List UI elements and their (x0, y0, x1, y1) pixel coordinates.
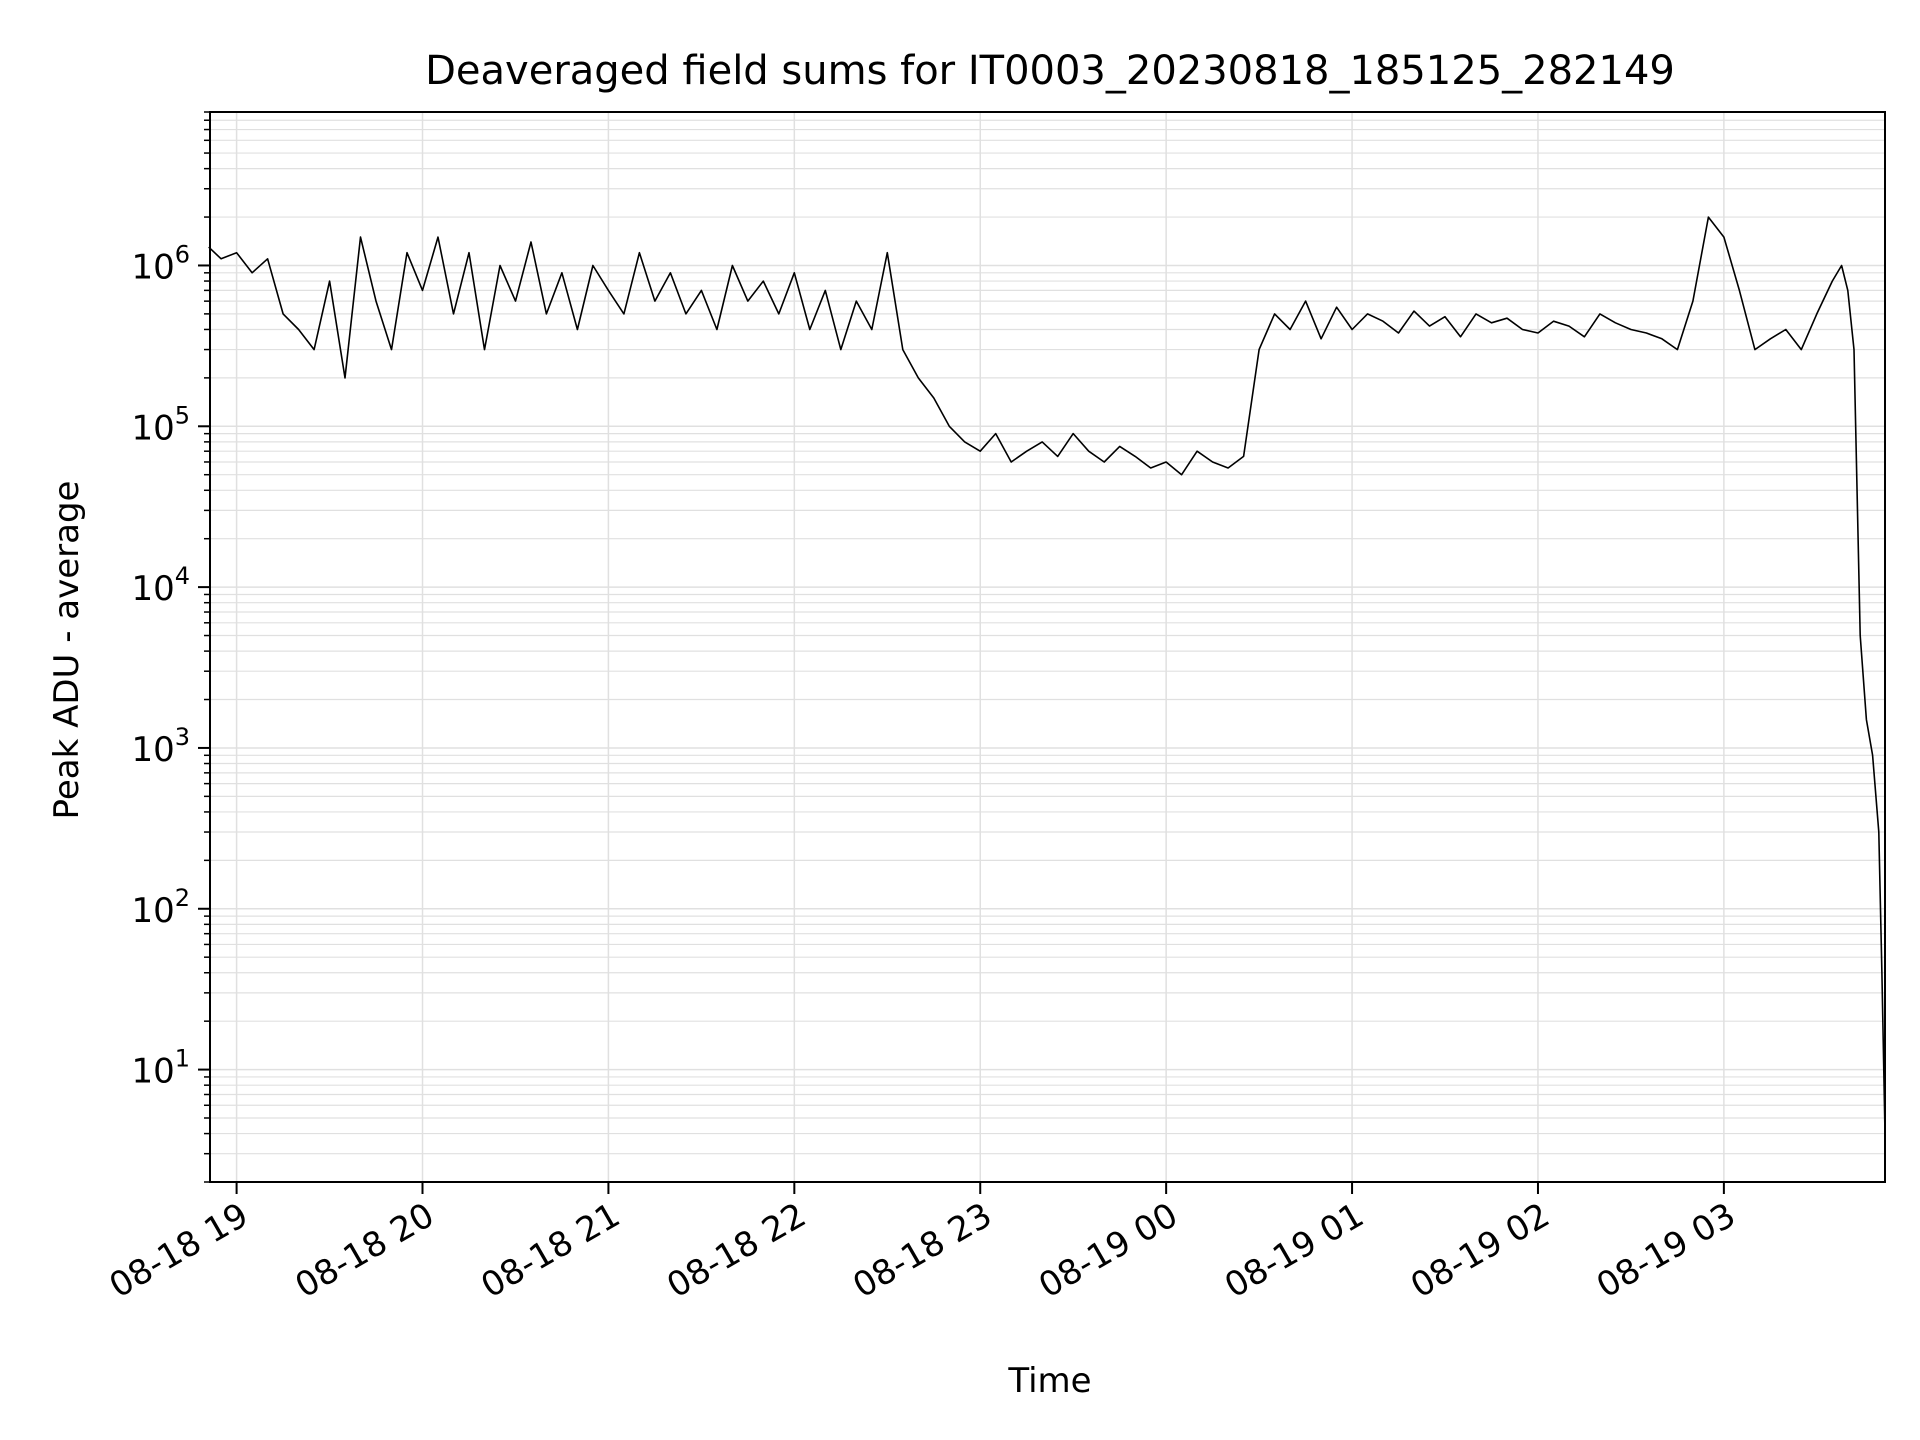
plot-area (208, 216, 1886, 1134)
y-tick-label: 101 (131, 1045, 190, 1092)
series-line (208, 216, 1886, 1134)
y-tick-label: 106 (131, 240, 190, 287)
chart-title: Deaveraged field sums for IT0003_2023081… (425, 48, 1675, 94)
y-tick-label: 103 (131, 723, 190, 770)
y-tick-label: 104 (131, 562, 190, 609)
y-tick-label: 102 (131, 884, 190, 931)
y-axis-label: Peak ADU - average (47, 481, 87, 820)
y-tick-label: 105 (131, 401, 190, 448)
plot-frame (209, 111, 1886, 1183)
x-axis-label: Time (1007, 1361, 1091, 1401)
